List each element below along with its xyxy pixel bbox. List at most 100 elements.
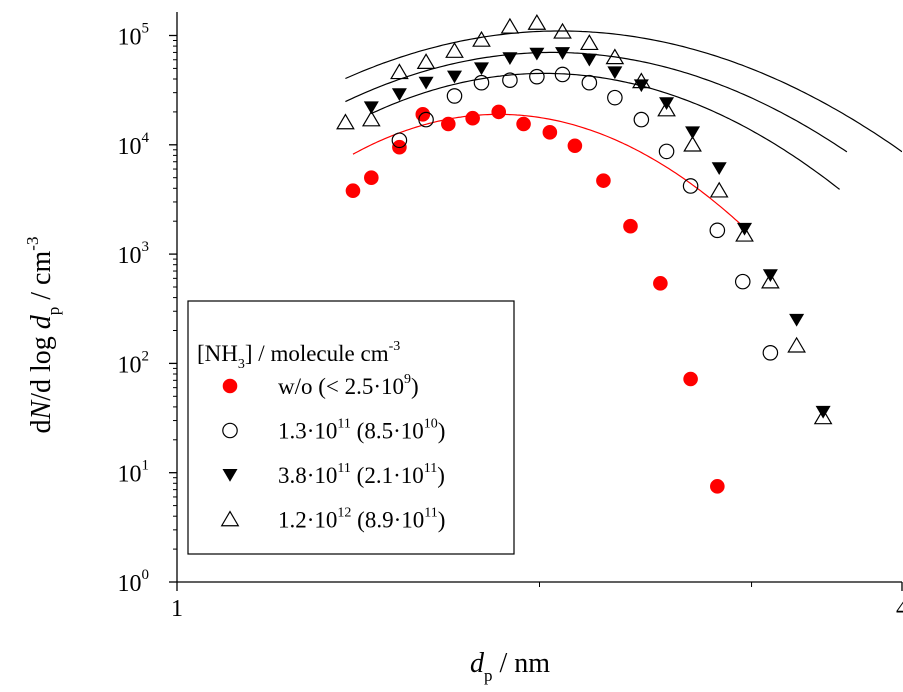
data-point	[516, 116, 531, 132]
data-point	[631, 72, 651, 89]
legend-entry: 3.8·1011 (2.1·1011)	[222, 461, 445, 488]
y-tick-label: 103	[118, 239, 150, 269]
legend-title: [NH3] / molecule cm-3	[197, 339, 400, 372]
data-point	[581, 74, 598, 91]
data-point	[657, 100, 676, 117]
data-point	[633, 79, 649, 93]
data-point	[607, 66, 623, 80]
data-point	[762, 269, 778, 283]
fit-curve-s4	[345, 30, 902, 153]
legend-entry: 1.2·1012 (8.9·1011)	[220, 506, 445, 533]
data-markers	[336, 13, 833, 494]
y-tick-label: 102	[118, 348, 150, 378]
legend-label: w/o (< 2.5·109)	[278, 372, 419, 399]
y-tick-label: 100	[118, 567, 150, 597]
legend: [NH3] / molecule cm-3w/o (< 2.5·109) 1.3·…	[187, 300, 515, 555]
data-point	[683, 371, 698, 387]
axis-labels: dp / nm dN/d log dp / cm-3	[23, 237, 550, 685]
data-point	[390, 63, 409, 80]
legend-label: 1.3·1011 (8.5·1010)	[278, 417, 445, 444]
y-axis-label: dN/d log dp / cm-3	[23, 237, 63, 434]
data-point	[500, 17, 520, 34]
data-point	[529, 68, 545, 85]
data-point	[553, 22, 572, 39]
data-point	[473, 62, 489, 76]
data-point	[658, 143, 675, 160]
data-point	[813, 408, 833, 425]
y-tick-label: 104	[118, 130, 150, 160]
data-point	[579, 34, 599, 51]
legend-marker	[220, 510, 240, 527]
fit-curves	[345, 30, 902, 229]
data-point	[491, 104, 507, 120]
series-s2	[391, 66, 779, 361]
data-point	[446, 88, 463, 104]
legend-marker	[222, 378, 238, 394]
data-point	[737, 222, 753, 236]
data-point	[623, 218, 638, 234]
data-point	[709, 181, 729, 198]
legend-marker	[222, 422, 238, 439]
data-point	[447, 70, 463, 84]
series-s4	[336, 13, 833, 425]
data-point	[735, 225, 754, 242]
data-point	[472, 30, 491, 47]
legend-label: 1.2·1012 (8.9·1011)	[278, 506, 445, 533]
data-point	[596, 173, 611, 188]
data-point	[682, 178, 699, 194]
data-point	[685, 126, 701, 140]
legend-entry: 1.3·1011 (8.5·1010)	[222, 417, 445, 444]
data-point	[683, 135, 702, 152]
data-point	[710, 479, 725, 494]
data-point	[441, 116, 456, 132]
data-point	[445, 42, 464, 58]
legend-marker	[222, 469, 238, 482]
axes: 100 101 102 103 104 105 1 4	[118, 12, 903, 622]
data-point	[542, 125, 558, 140]
data-point	[709, 222, 726, 239]
data-point	[363, 101, 379, 115]
data-point	[789, 313, 805, 327]
data-point	[787, 336, 806, 353]
data-point	[761, 272, 780, 289]
data-point	[502, 52, 518, 65]
data-point	[607, 89, 623, 106]
data-point	[529, 47, 545, 61]
series-s3	[363, 47, 831, 419]
data-point	[391, 88, 407, 102]
data-point	[415, 107, 431, 122]
data-point	[345, 183, 361, 199]
data-point	[416, 53, 436, 70]
data-point	[762, 345, 779, 361]
fit-curve-s3	[345, 51, 848, 153]
data-point	[418, 76, 434, 90]
data-point	[633, 111, 650, 128]
y-tick-label: 101	[118, 458, 150, 488]
x-tick-label: 4	[896, 596, 903, 622]
x-tick-label: 1	[171, 596, 183, 622]
data-point	[473, 74, 490, 91]
data-point	[581, 53, 597, 67]
fit-curve-s1	[352, 113, 745, 229]
data-point	[554, 66, 571, 83]
data-point	[711, 162, 727, 176]
legend-box	[187, 300, 515, 555]
data-point	[567, 138, 583, 154]
data-point	[659, 97, 675, 110]
legend-label: 3.8·1011 (2.1·1011)	[278, 461, 445, 488]
fit-curve-s2	[371, 72, 840, 190]
data-point	[502, 72, 518, 88]
data-point	[734, 273, 751, 290]
data-point	[361, 110, 381, 127]
data-point	[364, 170, 379, 186]
data-point	[653, 276, 668, 291]
data-point	[465, 110, 480, 126]
series-s1	[345, 104, 725, 494]
data-point	[555, 47, 571, 60]
data-point	[527, 13, 547, 30]
x-axis-label: dp / nm	[470, 648, 550, 685]
data-point	[336, 113, 355, 130]
legend-entry: w/o (< 2.5·109)	[222, 372, 419, 399]
y-tick-label: 105	[118, 21, 150, 51]
